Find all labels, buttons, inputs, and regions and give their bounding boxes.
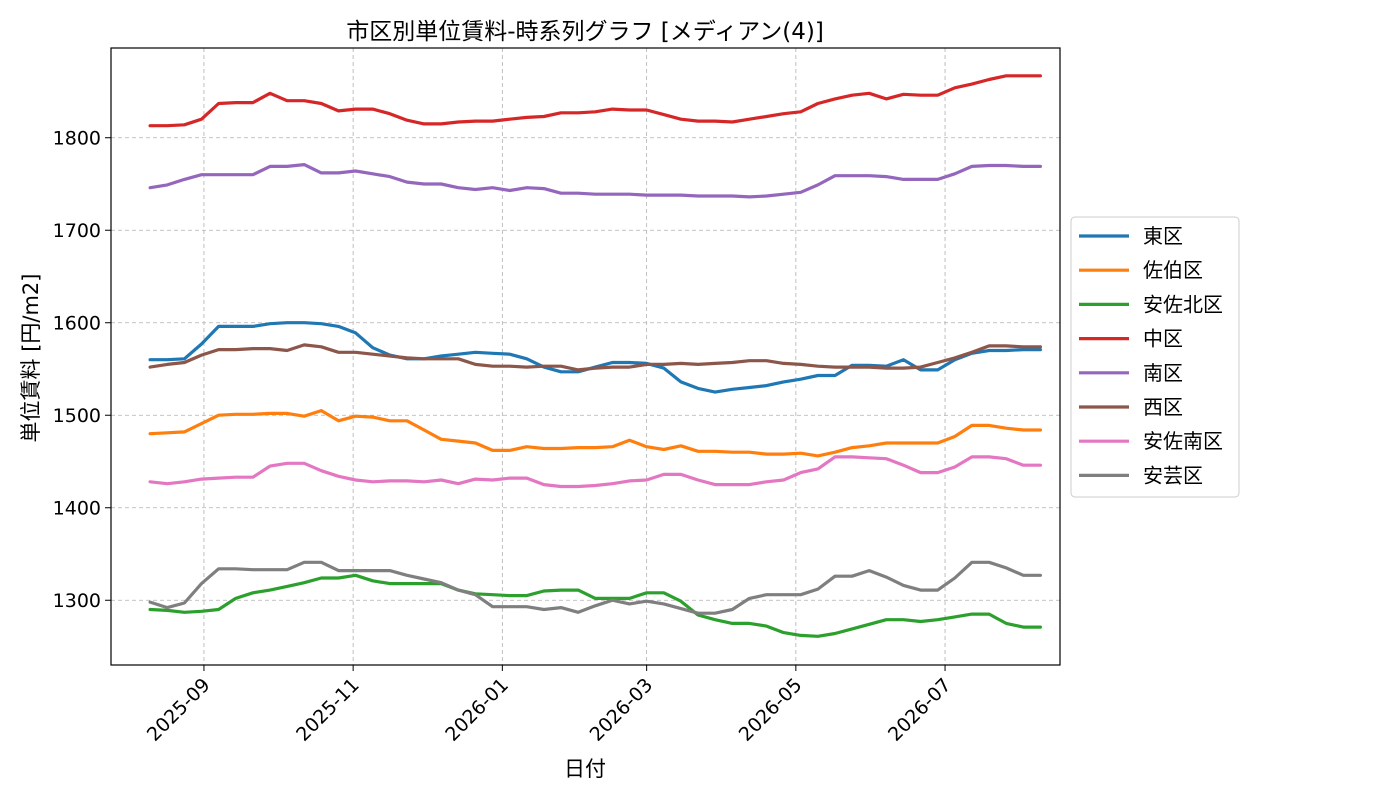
series-line <box>148 573 1043 638</box>
y-tick-label: 1500 <box>53 405 101 427</box>
series-line <box>148 560 1043 615</box>
legend-label: 西区 <box>1143 395 1183 419</box>
y-tick-label: 1300 <box>53 590 101 612</box>
legend-label: 中区 <box>1143 327 1183 351</box>
y-tick-label: 1700 <box>53 220 101 242</box>
y-axis-label: 単位賃料 [円/m2] <box>19 274 43 443</box>
legend-label: 安佐北区 <box>1143 292 1223 316</box>
series-lines <box>148 74 1043 638</box>
legend-label: 南区 <box>1143 361 1183 385</box>
legend-box <box>1070 216 1240 498</box>
legend-label: 安芸区 <box>1143 463 1203 487</box>
y-tick-label: 1400 <box>53 498 101 520</box>
legend-label: 東区 <box>1143 224 1183 248</box>
series-line <box>148 74 1043 128</box>
y-tick-label: 1800 <box>53 128 101 150</box>
series-line <box>148 409 1043 458</box>
chart-title: 市区別単位賃料-時系列グラフ [メディアン(4)] <box>346 19 824 45</box>
legend-label: 安佐南区 <box>1143 429 1223 453</box>
grid <box>111 48 1060 665</box>
series-line <box>148 455 1043 489</box>
y-tick-label: 1600 <box>53 313 101 335</box>
legend-label: 佐伯区 <box>1143 258 1203 282</box>
series-line <box>148 343 1043 372</box>
series-line <box>148 163 1043 199</box>
plot-frame <box>110 47 1061 666</box>
x-axis-label: 日付 <box>564 757 606 781</box>
